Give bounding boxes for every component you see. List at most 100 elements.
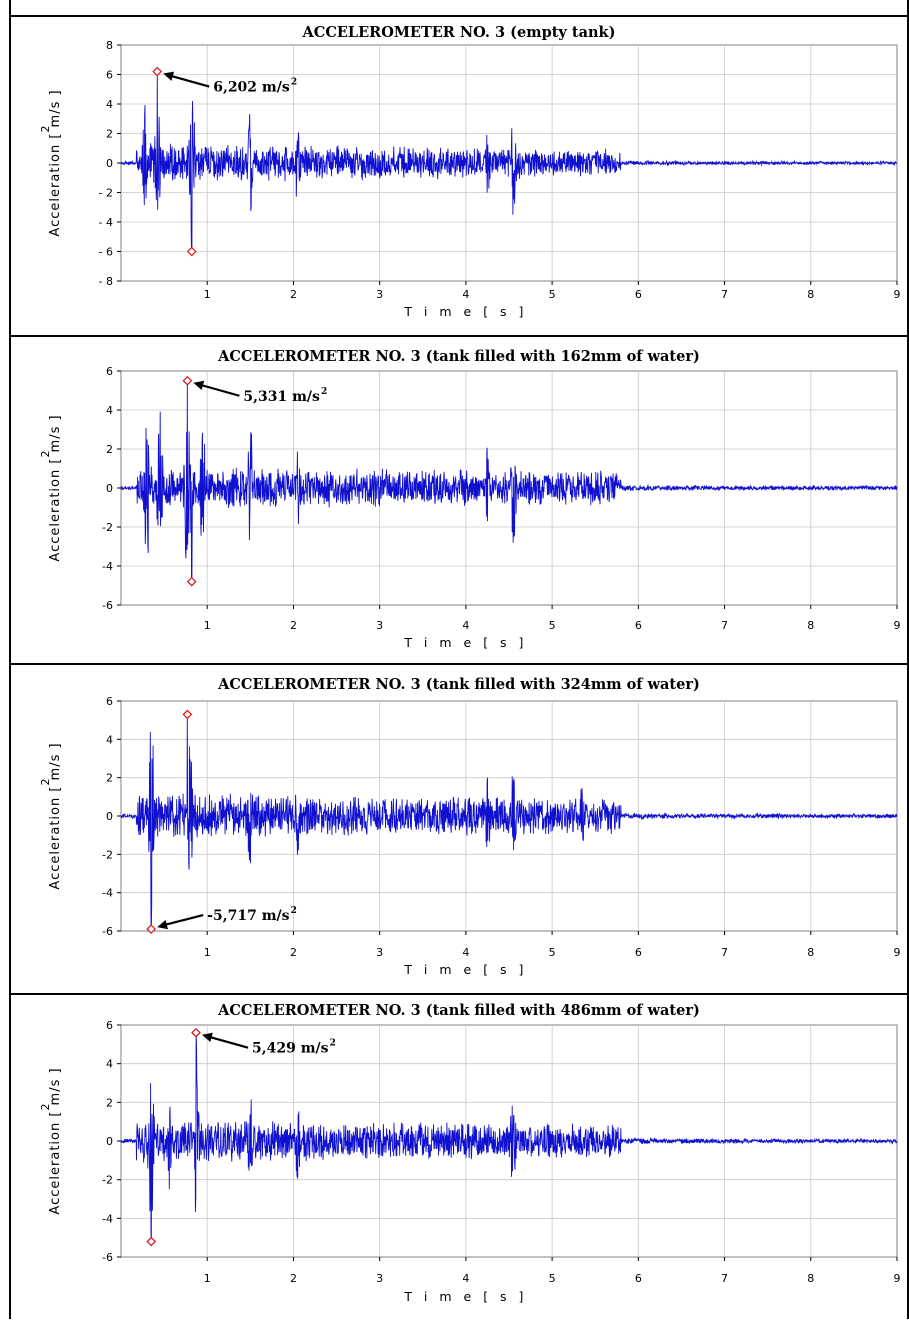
x-tick-label: 4 (462, 619, 469, 632)
peak-marker (186, 576, 197, 587)
y-tick-label: 2 (106, 443, 113, 456)
y-axis-label: Acceleration [ m/s ] (48, 414, 63, 561)
y-tick-label: 0 (106, 157, 113, 170)
x-tick-label: 5 (549, 619, 556, 632)
x-tick-label: 4 (462, 1272, 469, 1285)
peak-marker (152, 66, 163, 77)
y-axis-label: Acceleration [ m/s ] (48, 1067, 63, 1214)
y-tick-label: 0 (106, 482, 113, 495)
peak-marker (182, 375, 193, 386)
y-axis-label: Acceleration [ m/s ] (48, 89, 63, 236)
y-tick-label: -6 (102, 925, 113, 938)
y-tick-label: 6 (106, 69, 113, 82)
y-tick-label: - 2 (99, 187, 113, 200)
annotation-arrow-line (204, 1034, 249, 1049)
x-tick-label: 2 (290, 288, 297, 301)
annotation-arrow-line (159, 914, 204, 928)
y-axis-label-group: Acceleration [ m/s ]2 (39, 1067, 63, 1214)
annotation-label: 6,202 m/s (213, 80, 290, 96)
chart-panel-162mm: ACCELEROMETER NO. 3 (tank filled with 16… (9, 335, 909, 663)
y-tick-label: -2 (102, 521, 113, 534)
y-tick-label: 4 (106, 98, 113, 111)
signal-line (120, 1032, 898, 1242)
x-tick-label: 6 (635, 1272, 642, 1285)
x-tick-label: 9 (894, 1272, 901, 1285)
chart-title: ACCELEROMETER NO. 3 (empty tank) (302, 24, 616, 41)
x-tick-label: 6 (635, 288, 642, 301)
x-axis-label: T i m e [ s ] (403, 304, 527, 319)
y-tick-label: - 8 (99, 275, 113, 288)
annotation-label: 5,429 m/s (252, 1041, 329, 1057)
x-tick-label: 1 (204, 288, 211, 301)
y-axis-label-superscript: 2 (39, 1104, 52, 1111)
x-tick-label: 6 (635, 946, 642, 959)
y-axis-label: Acceleration [ m/s ] (48, 742, 63, 889)
y-axis-label-group: Acceleration [ m/s ]2 (39, 414, 63, 561)
x-tick-label: 3 (376, 1272, 383, 1285)
signal-line (120, 380, 898, 583)
x-tick-label: 4 (462, 288, 469, 301)
y-tick-label: -4 (102, 887, 113, 900)
annotation-arrow-line (196, 382, 240, 397)
y-tick-label: -6 (102, 599, 113, 612)
chart-svg-486mm: ACCELEROMETER NO. 3 (tank filled with 48… (39, 1002, 901, 1304)
x-axis-label: T i m e [ s ] (403, 635, 527, 650)
annotation-label: 5,331 m/s (243, 389, 320, 405)
x-tick-label: 7 (721, 946, 728, 959)
annotation-arrow-line (165, 73, 210, 88)
annotation-label-superscript: 2 (330, 1039, 336, 1049)
y-tick-label: - 6 (99, 246, 113, 259)
y-tick-label: 6 (106, 695, 113, 708)
chart-title: ACCELEROMETER NO. 3 (tank filled with 32… (217, 676, 700, 693)
chart-svg-162mm: ACCELEROMETER NO. 3 (tank filled with 16… (39, 348, 901, 650)
y-tick-label: -2 (102, 1174, 113, 1187)
x-tick-label: 3 (376, 946, 383, 959)
y-tick-label: -4 (102, 1212, 113, 1225)
chart-svg-empty-tank: ACCELEROMETER NO. 3 (empty tank) 8 6 4 2 0 - 2… (39, 24, 901, 319)
y-tick-label: 0 (106, 810, 113, 823)
chart-title: ACCELEROMETER NO. 3 (tank filled with 16… (217, 348, 700, 365)
annotation-arrow-head (193, 380, 205, 391)
peak-marker (182, 709, 193, 720)
x-tick-label: 2 (290, 619, 297, 632)
x-tick-label: 8 (807, 1272, 814, 1285)
x-tick-label: 9 (894, 946, 901, 959)
x-tick-label: 6 (635, 619, 642, 632)
annotation-arrow-head (202, 1032, 213, 1043)
y-tick-label: 4 (106, 733, 113, 746)
x-axis-label: T i m e [ s ] (403, 962, 527, 977)
y-axis-label-group: Acceleration [ m/s ]2 (39, 89, 63, 236)
annotation-label-superscript: 2 (291, 78, 297, 88)
annotation-label-superscript: 2 (291, 906, 297, 916)
x-tick-label: 7 (721, 1272, 728, 1285)
y-axis-label-superscript: 2 (39, 126, 52, 133)
x-tick-label: 9 (894, 288, 901, 301)
x-tick-label: 8 (807, 288, 814, 301)
x-tick-label: 3 (376, 288, 383, 301)
x-axis-label: T i m e [ s ] (403, 1289, 527, 1304)
y-tick-label: 8 (106, 39, 113, 52)
y-tick-label: 2 (106, 1096, 113, 1109)
chart-panel-empty-tank: ACCELEROMETER NO. 3 (empty tank) 8 6 4 2 0 - 2… (9, 15, 909, 335)
x-tick-label: 3 (376, 619, 383, 632)
x-tick-label: 2 (290, 946, 297, 959)
y-tick-label: 0 (106, 1135, 113, 1148)
x-tick-label: 5 (549, 946, 556, 959)
x-tick-label: 5 (549, 1272, 556, 1285)
chart-panel-324mm: ACCELEROMETER NO. 3 (tank filled with 32… (9, 663, 909, 993)
x-tick-label: 7 (721, 288, 728, 301)
peak-marker (146, 924, 157, 934)
x-tick-label: 5 (549, 288, 556, 301)
annotation-arrow-head (163, 71, 175, 81)
chart-title: ACCELEROMETER NO. 3 (tank filled with 48… (217, 1002, 700, 1019)
figure-frame (9, 0, 909, 1319)
peak-marker (186, 246, 197, 257)
peak-marker (191, 1027, 201, 1038)
x-tick-label: 1 (204, 946, 211, 959)
x-tick-label: 4 (462, 946, 469, 959)
x-tick-label: 2 (290, 1272, 297, 1285)
y-tick-label: 2 (106, 772, 113, 785)
x-tick-label: 1 (204, 619, 211, 632)
y-tick-label: -6 (102, 1251, 113, 1264)
y-tick-label: -2 (102, 848, 113, 861)
